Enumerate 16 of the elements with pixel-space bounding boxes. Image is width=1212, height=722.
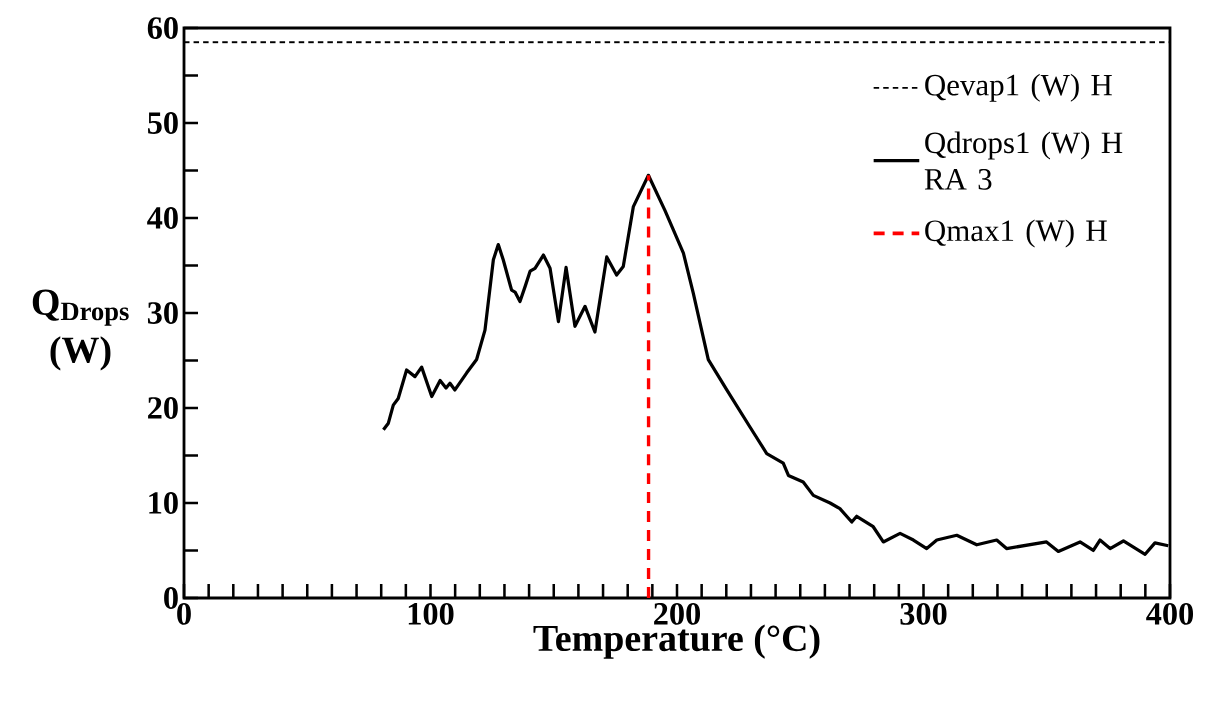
x-tick-label: 200 (654, 602, 701, 625)
x-tick-label: 300 (900, 602, 947, 625)
x-tick-label: 100 (408, 602, 454, 625)
y-tick-label: 20 (148, 397, 178, 419)
y-tick-label: 30 (147, 302, 178, 324)
y-axis-title: Q$_{Drops}$ (W) (32, 289, 129, 371)
y-tick-label: 50 (148, 112, 178, 134)
y-tick-label: 10 (149, 492, 178, 514)
x-tick-label: 400 (1146, 602, 1194, 625)
legend-label: Qmax1 (W) H (925, 219, 1107, 248)
y-tick-label: 60 (147, 17, 178, 39)
x-axis-title: Temperature (°C) (533, 624, 820, 659)
y-tick-label: 0 (164, 587, 178, 609)
legend-label: Qevap1 (W) H (925, 73, 1112, 102)
legend-label: Qdrops1 (W) H RA 3 (924, 131, 1123, 190)
y-tick-label: 40 (147, 207, 178, 229)
